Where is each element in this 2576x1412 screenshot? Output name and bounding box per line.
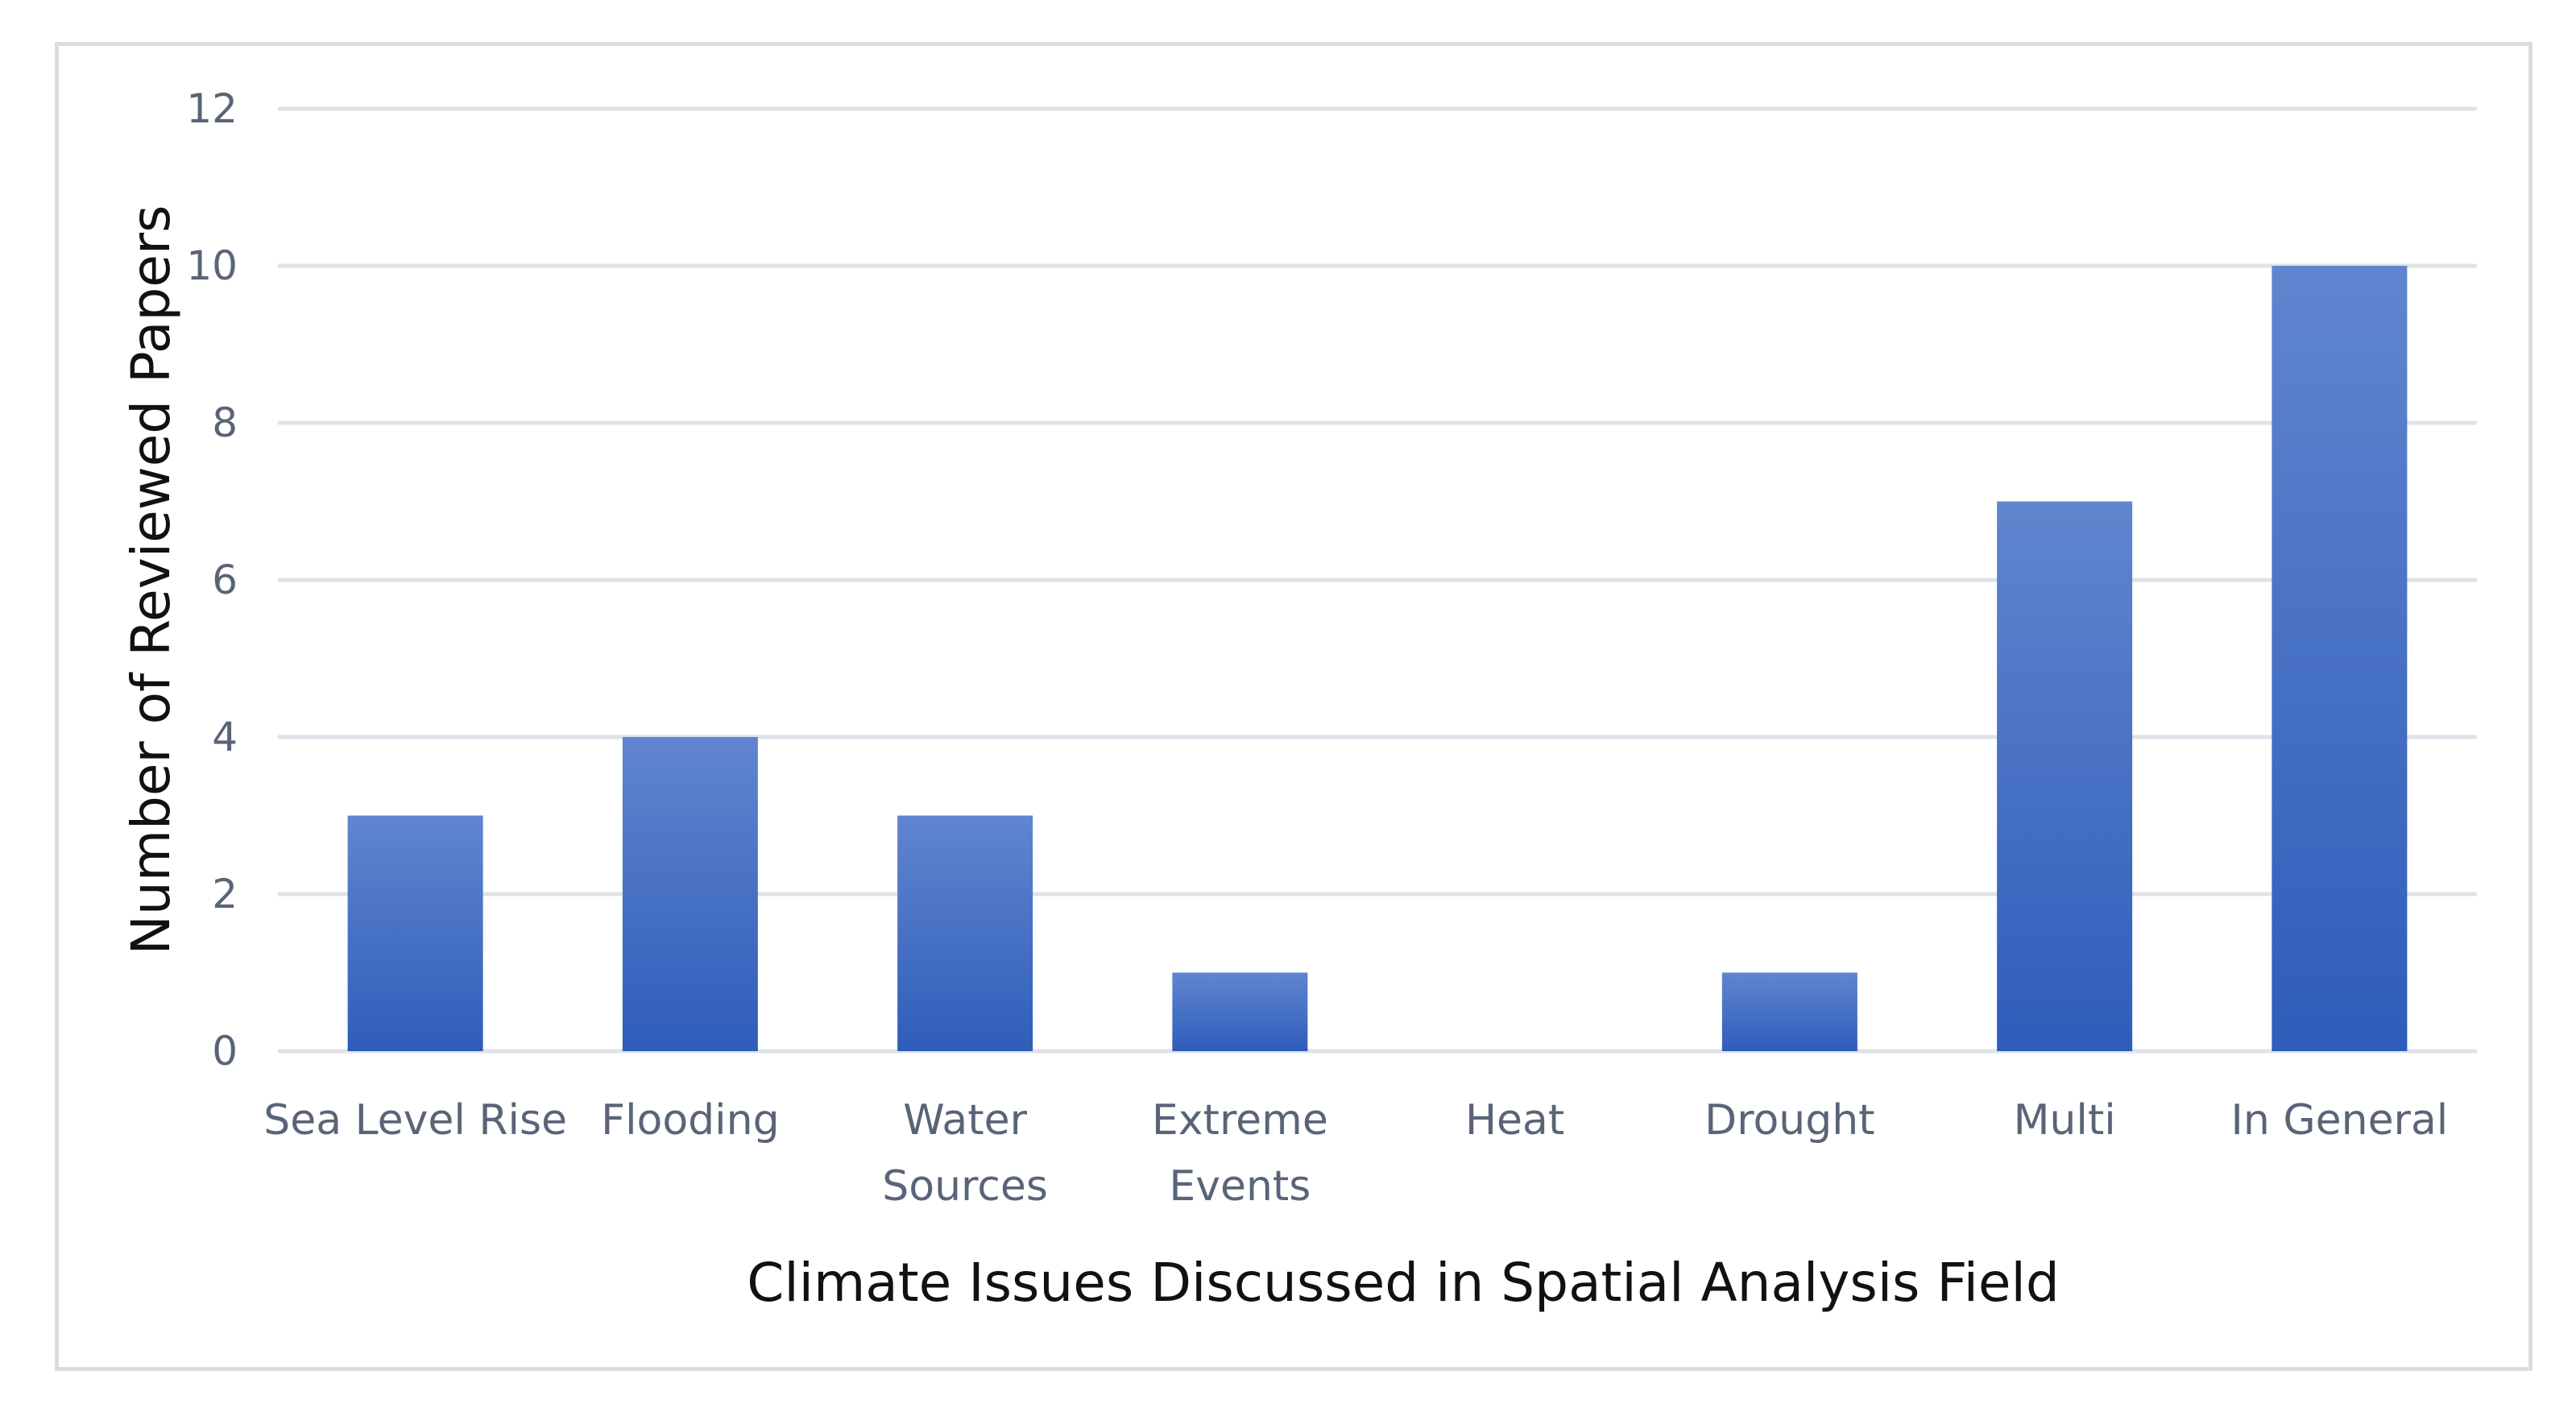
bar: [1721, 972, 1857, 1051]
x-axis-categories: Sea Level Rise Flooding Water Sources Extrem…: [263, 1096, 2448, 1211]
y-tick-label: 6: [212, 557, 238, 603]
x-category-label: Sea Level Rise: [263, 1096, 567, 1145]
gridlines: [278, 106, 2477, 1054]
x-axis-title: Climate Issues Discussed in Spatial Anal…: [747, 1252, 2060, 1314]
y-tick-label: 0: [212, 1028, 238, 1075]
x-category-label: Heat: [1465, 1096, 1564, 1145]
y-tick-label: 10: [186, 242, 238, 289]
y-tick-label: 4: [212, 714, 238, 760]
x-category-label: In General: [2231, 1096, 2449, 1145]
x-category-label: Events: [1169, 1162, 1311, 1211]
y-axis-ticks: 0 2 4 6 8 10 12: [186, 85, 238, 1075]
x-category-label: Extreme: [1152, 1096, 1328, 1145]
y-tick-label: 12: [186, 85, 238, 132]
bar: [1997, 501, 2133, 1051]
bars: [347, 266, 2408, 1051]
bar: [897, 815, 1033, 1051]
x-category-label: Multi: [2014, 1096, 2116, 1145]
bar: [2272, 266, 2408, 1051]
x-category-label: Sources: [882, 1162, 1048, 1211]
y-tick-label: 2: [212, 871, 238, 917]
x-category-label: Water: [903, 1096, 1027, 1145]
x-category-label: Flooding: [601, 1096, 779, 1145]
bar: [1172, 972, 1308, 1051]
bar: [347, 815, 483, 1051]
y-tick-label: 8: [212, 400, 238, 446]
y-axis-title: Number of Reviewed Papers: [120, 205, 182, 955]
bar: [622, 737, 758, 1051]
x-category-label: Drought: [1704, 1096, 1874, 1145]
